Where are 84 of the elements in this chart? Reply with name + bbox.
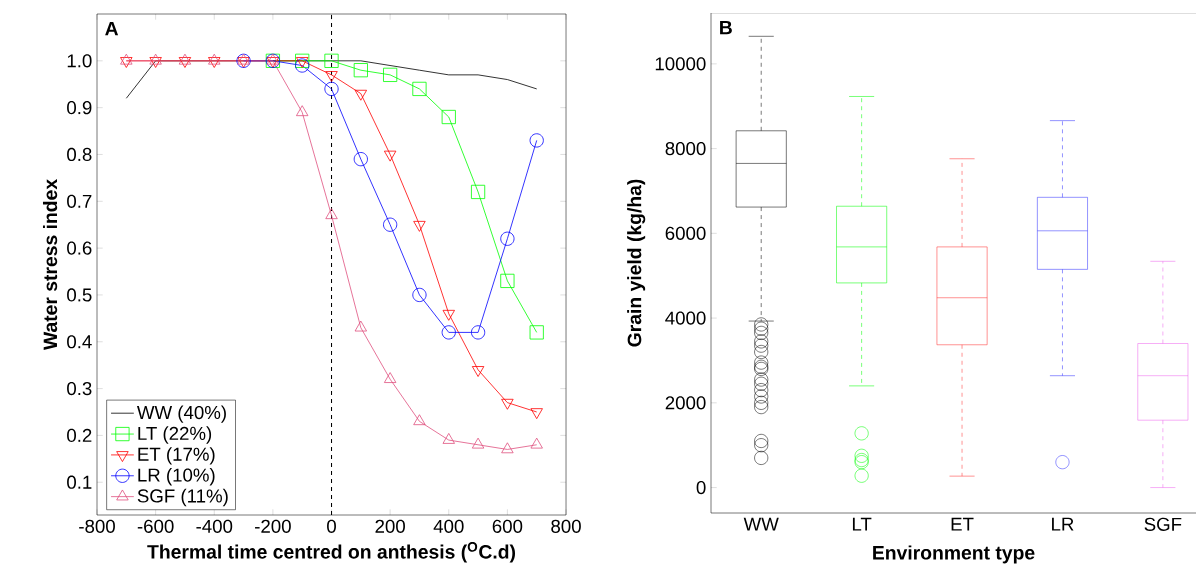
point	[296, 57, 309, 68]
legend-label: LR (10%)	[138, 468, 215, 486]
legend-label: SGF (11%)	[137, 488, 228, 507]
y-tick-label: 4000	[665, 311, 706, 325]
point	[413, 414, 426, 426]
point	[295, 58, 310, 73]
point	[296, 105, 309, 117]
point	[324, 81, 339, 96]
point	[529, 133, 544, 148]
point	[266, 57, 280, 68]
x-tick-label: LT	[852, 517, 872, 531]
annotation: B	[720, 20, 732, 35]
y-axis-title: Grain yield (kg/ha)	[627, 179, 646, 347]
x-tick-label: -400	[196, 519, 233, 533]
point	[530, 437, 543, 449]
annotation: A	[105, 21, 119, 36]
point	[325, 71, 338, 82]
y-tick-label: 0.1	[67, 475, 92, 489]
y-tick-label: 0.6	[67, 241, 92, 255]
point	[354, 320, 367, 332]
y-tick-label: 0.2	[67, 428, 92, 443]
point	[501, 442, 514, 454]
point	[383, 217, 398, 232]
point	[500, 231, 515, 246]
x-tick-label: -200	[255, 519, 291, 533]
y-tick-label: 0	[696, 480, 706, 495]
point	[383, 372, 397, 383]
point	[353, 152, 368, 167]
y-tick-label: 0.8	[67, 147, 92, 162]
x-tick-label: 0	[327, 519, 336, 533]
point	[237, 57, 250, 68]
point	[354, 89, 367, 101]
x-tick-label: ET	[951, 517, 974, 531]
legend-label: LT (22%)	[138, 426, 212, 444]
point	[120, 53, 133, 65]
point	[500, 273, 515, 288]
x-tick-label: 400	[433, 519, 464, 533]
x-tick-label: WW	[743, 517, 779, 531]
y-tick-label: 6000	[665, 226, 706, 240]
x-tick-label: LR	[1052, 517, 1074, 531]
point	[178, 53, 192, 65]
point	[208, 57, 221, 68]
point	[383, 150, 397, 162]
x-tick-label: 200	[375, 519, 405, 533]
point	[412, 287, 427, 302]
point	[442, 433, 455, 444]
x-axis-title: Environment type	[873, 545, 1035, 564]
y-tick-label: 1.0	[67, 54, 92, 68]
y-tick-label: 8000	[665, 141, 706, 156]
x-tick-label: 800	[551, 519, 581, 533]
point	[471, 325, 486, 340]
x-tick-label: -800	[79, 519, 115, 533]
point	[324, 53, 339, 68]
point	[441, 109, 456, 125]
point	[178, 57, 192, 68]
point	[441, 325, 456, 340]
x-tick-label: 600	[492, 519, 523, 533]
point	[149, 53, 162, 65]
point	[529, 325, 544, 340]
legend-label: ET (17%)	[138, 447, 215, 465]
point	[471, 437, 485, 449]
y-tick-label: 0.7	[67, 194, 92, 208]
point	[442, 309, 455, 321]
y-tick-label: 2000	[665, 396, 706, 410]
point	[120, 57, 133, 68]
point	[383, 67, 398, 82]
y-tick-label: 0.9	[67, 101, 92, 115]
legend-label: WW (40%)	[136, 405, 226, 423]
point	[471, 184, 486, 199]
x-tick-label: SGF	[1144, 517, 1182, 531]
point	[325, 208, 338, 220]
y-axis-title: Water stress index	[42, 179, 58, 351]
x-axis-title: Thermal time centred on anthesis ($^{O}$C.d)	[147, 542, 516, 563]
point	[295, 53, 310, 68]
point	[353, 63, 368, 78]
y-tick-label: 0.5	[67, 288, 92, 302]
y-tick-label: 10000	[655, 57, 706, 71]
y-tick-label: 0.4	[67, 335, 92, 349]
x-tick-label: -600	[137, 519, 174, 533]
y-tick-label: 0.3	[67, 381, 92, 396]
point	[208, 53, 221, 65]
point	[149, 57, 162, 68]
point	[412, 81, 427, 96]
point	[413, 220, 426, 232]
